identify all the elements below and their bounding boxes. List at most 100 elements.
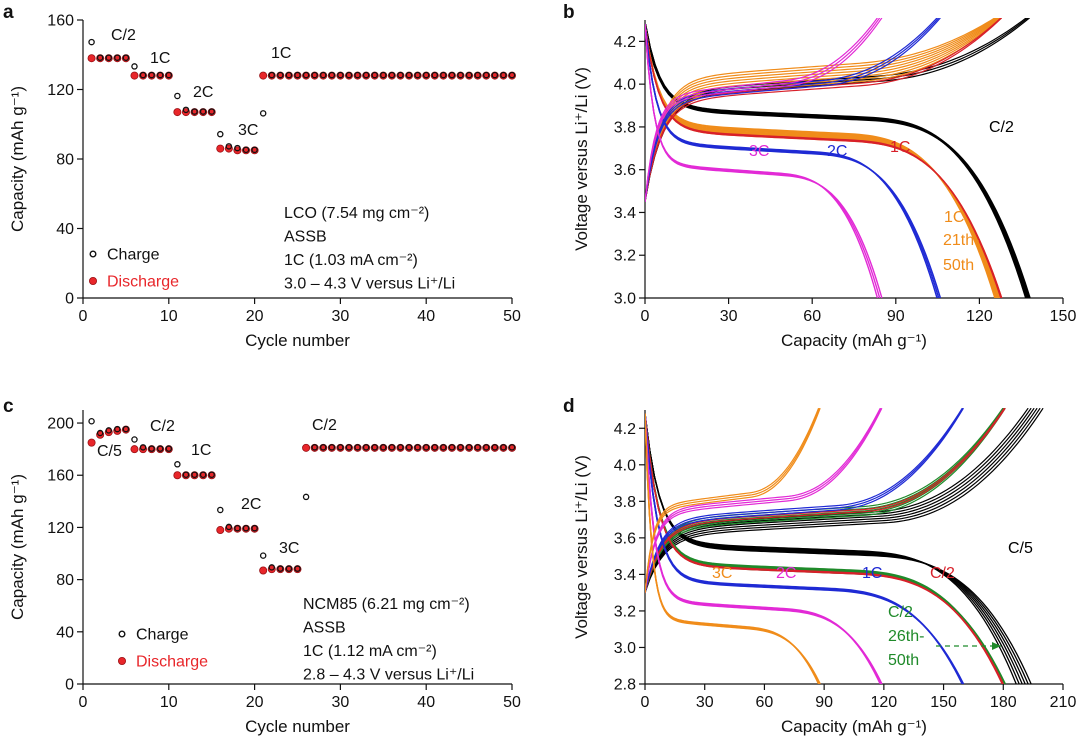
a-charge-point	[457, 71, 464, 79]
b-x-tick-label: 150	[1050, 308, 1077, 325]
c-x-tick-label: 40	[417, 694, 435, 711]
b-discharge-curve-blue	[645, 24, 940, 298]
a-charge-point	[311, 71, 318, 79]
b-charge-curve-blue	[645, 18, 941, 202]
a-charge-point	[131, 63, 138, 70]
d-discharge-curve-black	[645, 413, 1020, 684]
c-info-line: 2.8 – 4.3 V versus Li⁺/Li	[303, 667, 474, 684]
c-charge-point	[174, 461, 181, 468]
a-charge-point	[242, 146, 250, 154]
b-discharge-curve-magenta	[645, 24, 879, 298]
a-charge-point	[414, 71, 421, 79]
a-charge-point	[465, 71, 473, 79]
a-charge-point	[354, 71, 361, 79]
a-info-line: 1C (1.03 mA cm⁻²)	[284, 252, 418, 269]
c-discharge-point	[96, 430, 105, 439]
b-x-tick-label: 30	[720, 308, 738, 325]
d-arrow-head	[992, 642, 1001, 650]
c-y-tick-label: 200	[47, 416, 74, 433]
a-charge-point	[431, 71, 439, 79]
a-charge-point	[474, 71, 481, 79]
d-charge-curve-orange	[645, 408, 820, 593]
d-x-tick-label: 180	[990, 694, 1017, 711]
panel-letter-c: c	[3, 396, 14, 417]
d-discharge-curve-black	[645, 413, 1029, 684]
d-charge-curve-magenta	[645, 408, 883, 593]
c-charge-point	[362, 444, 370, 451]
c-discharge-point	[216, 526, 225, 535]
d-charge-curve-black	[645, 408, 1032, 593]
d-charge-curve-blue	[645, 408, 964, 593]
b-curve-label: 1C	[890, 139, 910, 156]
c-discharge-point	[113, 426, 122, 435]
c-charge-point	[277, 565, 284, 572]
a-info-line: ASSB	[284, 229, 327, 246]
a-charge-point	[268, 71, 276, 79]
a-y-tick-label: 120	[47, 82, 74, 99]
b-curve-label: C/2	[989, 119, 1014, 136]
b-curve-label: 2C	[827, 143, 847, 160]
c-charge-point	[448, 444, 456, 451]
c-y-tick-label: 120	[47, 520, 74, 537]
a-charge-point	[397, 71, 404, 79]
a-charge-point	[191, 108, 198, 115]
a-charge-point	[380, 71, 387, 79]
d-charge-curve-red	[645, 408, 1005, 593]
c-rate-label: C/2	[312, 417, 337, 434]
d-curve-label: C/2	[888, 604, 913, 621]
c-charge-point	[268, 564, 276, 571]
c-charge-point	[319, 444, 327, 451]
c-discharge-point	[302, 443, 311, 452]
c-y-tick-label: 0	[65, 677, 74, 694]
d-charge-curve-magenta	[645, 408, 882, 593]
c-charge-point	[474, 444, 481, 451]
a-charge-point	[174, 92, 181, 100]
d-y-axis-title: Voltage versus Li⁺/Li (V)	[572, 455, 591, 639]
c-charge-point	[148, 445, 155, 452]
d-charge-curve-green	[645, 408, 1006, 593]
a-charge-point	[388, 71, 396, 79]
d-y-tick-label: 3.6	[614, 530, 636, 547]
a-charge-point	[148, 71, 155, 79]
d-charge-curve-black	[645, 408, 1044, 593]
b-charge-curve-magenta	[645, 18, 878, 202]
a-rate-label: 2C	[193, 84, 213, 101]
a-charge-point	[208, 108, 215, 115]
a-x-tick-label: 0	[79, 308, 88, 325]
a-y-tick-label: 80	[56, 152, 74, 169]
c-charge-point	[96, 429, 104, 437]
c-charge-point	[208, 471, 215, 478]
a-charge-point	[337, 71, 344, 79]
c-rate-label: 3C	[279, 540, 299, 557]
b-charge-curve-orange	[645, 18, 997, 202]
b-y-tick-label: 4.0	[614, 77, 636, 94]
a-charge-point	[259, 110, 267, 117]
d-discharge-curve-black	[645, 413, 1017, 684]
d-y-tick-label: 4.0	[614, 457, 636, 474]
b-charge-curve-magenta	[645, 18, 881, 202]
a-charge-point	[217, 130, 224, 138]
c-charge-point	[225, 523, 233, 531]
d-discharge-curve-blue	[645, 413, 963, 684]
d-y-tick-label: 4.2	[614, 421, 636, 438]
a-x-axis-title: Cycle number	[245, 331, 350, 350]
a-charge-point	[285, 71, 293, 79]
d-discharge-curve-orange	[645, 413, 820, 684]
a-charge-point	[362, 71, 370, 79]
c-charge-point	[234, 524, 241, 532]
b-y-tick-label: 3.2	[614, 248, 636, 265]
c-x-tick-label: 20	[246, 694, 264, 711]
c-discharge-point	[139, 445, 148, 454]
d-discharge-curve-green	[645, 413, 1004, 684]
a-charge-point	[371, 71, 378, 79]
d-curve-label: 2C	[776, 565, 796, 582]
c-charge-point	[122, 425, 130, 433]
a-y-tick-label: 0	[65, 291, 74, 308]
c-charge-point	[345, 444, 353, 451]
c-x-tick-label: 10	[160, 694, 178, 711]
c-charge-point	[457, 444, 464, 451]
c-charge-point	[191, 471, 198, 478]
d-discharge-curve-green	[645, 413, 1006, 684]
c-discharge-point	[87, 438, 96, 447]
a-charge-point	[225, 143, 233, 150]
